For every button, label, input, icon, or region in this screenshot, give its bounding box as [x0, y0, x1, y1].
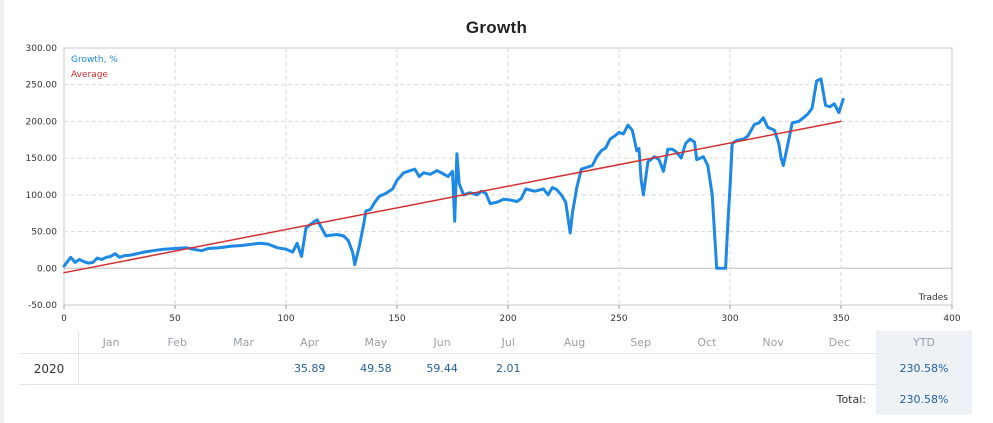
month-value: 2.01: [496, 362, 521, 375]
legend-entry: Growth, %: [71, 55, 118, 65]
column-divider: [78, 331, 79, 353]
ytd-value: 230.58%: [876, 353, 972, 384]
y-tick-label: 250.00: [26, 81, 58, 91]
month-value: [78, 353, 144, 384]
month-value: 35.89: [293, 362, 326, 375]
month-header: Apr: [300, 335, 320, 349]
x-tick-label: 150: [388, 314, 405, 324]
month-value: [674, 353, 740, 384]
table-total-row: Total: 230.58%: [20, 384, 972, 415]
month-value: 49.58: [360, 362, 392, 375]
growth-chart: 300.00 250.00 200.00 150.00 100.00 50.00 0.00 -…: [26, 44, 961, 324]
series-line-growth: [62, 77, 845, 270]
y-tick-label: 50.00: [31, 228, 57, 238]
month-header: Aug: [563, 335, 586, 349]
month-value: [806, 353, 872, 384]
column-divider: [78, 353, 79, 384]
month-header: Jun: [433, 335, 451, 349]
month-header: Jan: [102, 335, 120, 349]
y-tick-label: 150.00: [26, 154, 58, 164]
legend-entry: Average: [71, 70, 108, 80]
label-layer: 300.00 250.00 200.00 150.00 100.00 50.00 0.00 -…: [26, 44, 961, 324]
month-header: Sep: [630, 335, 652, 349]
left-edge-strip: [0, 0, 4, 423]
monthly-returns-table: Jan Feb Mar Apr May Jun Jul Aug Sep Oct Nov Dec YTD …: [20, 331, 972, 415]
y-tick-label: 200.00: [26, 117, 58, 127]
x-tick-label: 400: [943, 314, 960, 324]
month-value: [210, 353, 276, 384]
series-line-average: [63, 120, 842, 274]
y-tick-label: 300.00: [26, 44, 58, 54]
month-value: [740, 353, 806, 384]
x-axis-label: Trades: [918, 293, 949, 303]
y-tick-label: -50.00: [28, 301, 57, 311]
month-header: May: [364, 335, 388, 349]
total-value: 230.58%: [876, 384, 972, 415]
axis-layer: [63, 305, 953, 309]
month-value: [541, 353, 607, 384]
month-header: Dec: [828, 335, 850, 349]
month-header: Jul: [501, 335, 515, 349]
grid-layer: [63, 47, 953, 306]
month-header: Mar: [233, 335, 254, 349]
year-label: 2020: [33, 361, 65, 376]
x-tick-label: 350: [832, 314, 849, 324]
chart-title: Growth: [465, 18, 528, 37]
table-header-row: Jan Feb Mar Apr May Jun Jul Aug Sep Oct Nov Dec YTD: [20, 331, 972, 354]
x-tick-label: 250: [610, 314, 627, 324]
y-tick-label: 0.00: [37, 264, 57, 274]
x-tick-label: 0: [61, 314, 67, 324]
x-tick-label: 200: [499, 314, 516, 324]
x-tick-label: 300: [721, 314, 738, 324]
month-value: 59.44: [426, 362, 458, 375]
month-header: Oct: [697, 335, 717, 349]
x-tick-label: 50: [169, 314, 181, 324]
series-layer: [62, 77, 845, 274]
x-tick-label: 100: [277, 314, 294, 324]
table-row: 2020 35.89 49.58 59.44 2.01 230.58%: [20, 353, 972, 385]
month-value: [608, 353, 674, 384]
month-header: Feb: [167, 335, 188, 349]
month-value: [144, 353, 210, 384]
total-label: Total:: [836, 393, 866, 406]
month-header: Nov: [762, 335, 784, 349]
y-tick-label: 100.00: [26, 191, 58, 201]
ytd-header: YTD: [876, 331, 972, 353]
